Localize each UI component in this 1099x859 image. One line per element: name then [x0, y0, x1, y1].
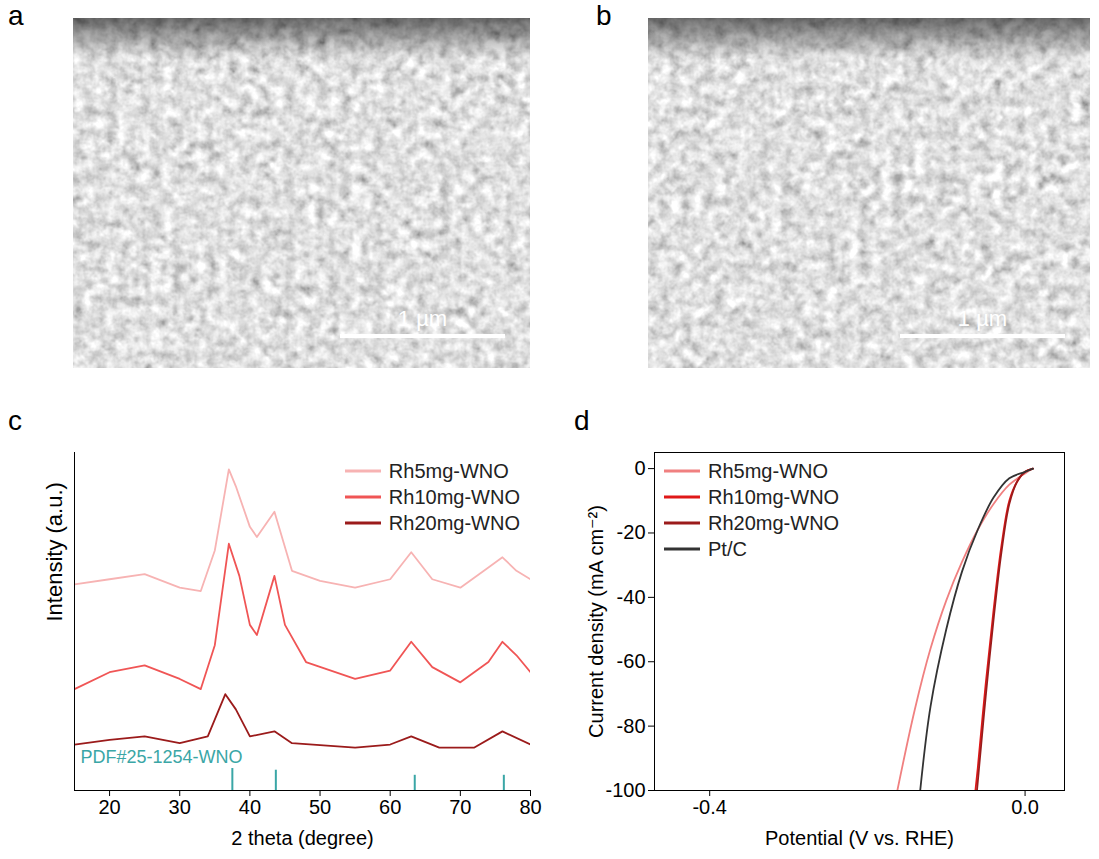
- html-text:a: a: [8, 0, 24, 31]
- svg-text:-80: -80: [617, 715, 646, 737]
- svg-text:50: 50: [309, 796, 331, 818]
- svg-text:1 µm: 1 µm: [958, 306, 1007, 331]
- html-text:Rh5mg-WNO: Rh5mg-WNO: [708, 459, 828, 482]
- svg-text:20: 20: [98, 796, 120, 818]
- svg-text:-60: -60: [617, 650, 646, 672]
- svg-text:80: 80: [519, 796, 541, 818]
- html-text:Rh20mg-WNO: Rh20mg-WNO: [388, 511, 520, 534]
- svg-text:Current density (mA cm⁻²): Current density (mA cm⁻²): [585, 505, 607, 738]
- svg-text:-20: -20: [617, 521, 646, 543]
- svg-text:PDF#25-1254-WNO: PDF#25-1254-WNO: [81, 747, 243, 767]
- svg-text:-0.4: -0.4: [692, 796, 726, 818]
- svg-text:Potential (V vs. RHE): Potential (V vs. RHE): [765, 827, 954, 849]
- html-text:d: d: [574, 405, 590, 436]
- svg-text:40: 40: [239, 796, 261, 818]
- svg-text:-100: -100: [605, 779, 645, 801]
- svg-text:70: 70: [449, 796, 471, 818]
- svg-text:30: 30: [169, 796, 191, 818]
- html-text:Rh10mg-WNO: Rh10mg-WNO: [388, 485, 520, 508]
- svg-text:2 theta (degree): 2 theta (degree): [231, 827, 373, 849]
- html-text:b: b: [596, 0, 612, 31]
- svg-text:-40: -40: [617, 586, 646, 608]
- html-text:Pt/C: Pt/C: [708, 537, 747, 560]
- svg-text:0.0: 0.0: [1011, 796, 1039, 818]
- html-text:c: c: [8, 405, 22, 436]
- svg-text:0: 0: [634, 457, 645, 479]
- html-text:Rh10mg-WNO: Rh10mg-WNO: [708, 485, 840, 508]
- svg-text:Intensity (a.u.): Intensity (a.u.): [42, 482, 67, 621]
- svg-text:1 µm: 1 µm: [398, 306, 447, 331]
- svg-text:60: 60: [379, 796, 401, 818]
- html-text:Rh5mg-WNO: Rh5mg-WNO: [388, 459, 509, 482]
- html-text:Rh20mg-WNO: Rh20mg-WNO: [708, 511, 840, 534]
